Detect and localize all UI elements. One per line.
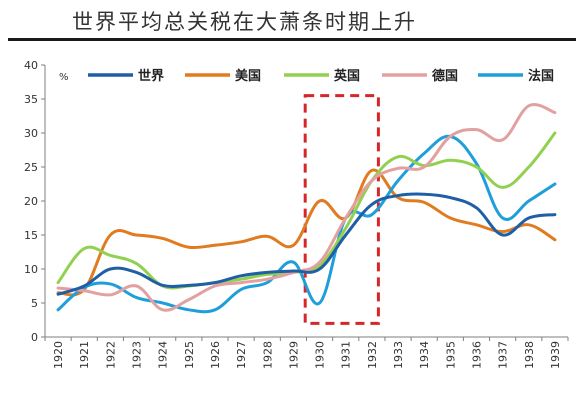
y-tick-label: 35	[24, 93, 38, 106]
x-tick-label: 1924	[157, 341, 170, 369]
series-line-0	[56, 192, 557, 296]
legend-label-4: 法国	[528, 68, 554, 84]
series-line-3	[56, 103, 557, 312]
y-tick-label: 0	[31, 331, 38, 344]
x-tick-label: 1925	[183, 341, 196, 369]
y-tick-label: 10	[24, 263, 38, 276]
x-tick-label: 1921	[78, 341, 91, 369]
legend-label-0: 世界	[138, 68, 164, 84]
series-lines	[56, 103, 557, 314]
y-axis-ticks: 0 5 10 15 20 25 30 35 40	[24, 59, 45, 344]
legend: 世界 美国 英国 德国 法国	[88, 68, 554, 84]
title-rule	[8, 38, 576, 41]
x-tick-label: 1923	[131, 341, 144, 369]
x-tick-label: 1930	[314, 341, 327, 369]
x-tick-label: 1939	[549, 341, 562, 369]
series-line-1	[56, 168, 557, 297]
y-tick-label: 30	[24, 127, 38, 140]
x-tick-label: 1931	[340, 341, 353, 369]
x-tick-label: 1929	[287, 341, 300, 369]
x-tick-label: 1920	[52, 341, 65, 369]
x-tick-label: 1928	[261, 341, 274, 369]
axes: % 1920 1921 1922 1923 1924 1925 1926 1927 1928 192…	[44, 65, 569, 369]
x-tick-label: 1935	[444, 341, 457, 369]
x-tick-label: 1936	[470, 341, 483, 369]
unit-label: %	[59, 72, 69, 83]
y-tick-label: 15	[24, 229, 38, 242]
chart-title: 世界平均总关税在大萧条时期上升	[72, 10, 417, 34]
y-tick-label: 40	[24, 59, 38, 72]
x-tick-label: 1927	[235, 341, 248, 369]
x-tick-label: 1937	[497, 341, 510, 369]
legend-label-1: 美国	[235, 68, 261, 84]
series-line-4	[56, 134, 557, 314]
y-tick-label: 25	[24, 161, 38, 174]
x-tick-label: 1922	[104, 341, 117, 369]
x-tick-label: 1934	[418, 341, 431, 369]
legend-label-2: 英国	[333, 68, 360, 84]
x-tick-label: 1938	[523, 341, 536, 369]
x-tick-label: 1933	[392, 341, 405, 369]
x-tick-label: 1926	[209, 341, 222, 369]
y-tick-label: 20	[24, 195, 38, 208]
legend-label-3: 德国	[432, 68, 458, 84]
y-tick-label: 5	[31, 297, 38, 310]
x-tick-label: 1932	[366, 341, 379, 369]
